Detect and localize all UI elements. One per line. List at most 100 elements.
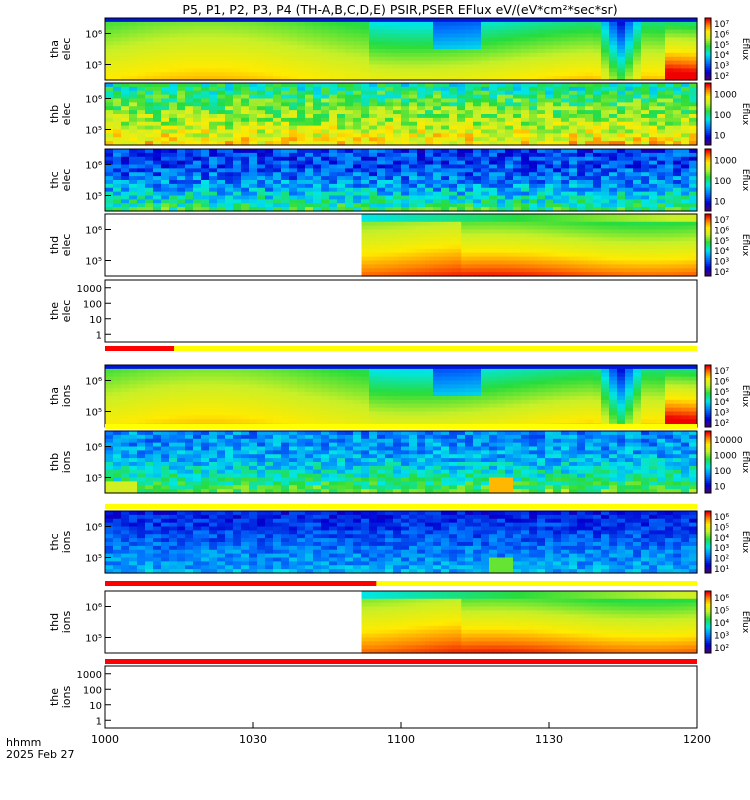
heatmap-cell	[681, 94, 690, 100]
heatmap-cell	[461, 217, 467, 223]
heatmap-cell	[449, 121, 458, 127]
heatmap-cell	[273, 64, 282, 69]
heatmap-cell	[161, 141, 170, 146]
heatmap-cell	[129, 121, 138, 127]
heatmap-cell	[105, 384, 114, 389]
heatmap-cell	[297, 37, 306, 42]
heatmap-cell	[129, 106, 138, 111]
heatmap-cell	[577, 129, 586, 134]
heatmap-cell	[553, 21, 562, 27]
heatmap-cell	[619, 214, 626, 219]
heatmap-cell	[113, 415, 122, 420]
heatmap-cell	[201, 180, 210, 185]
heatmap-cell	[461, 233, 467, 238]
heatmap-cell	[297, 168, 306, 173]
heatmap-cell	[113, 396, 122, 401]
heatmap-cell	[624, 248, 630, 254]
heatmap-cell	[537, 106, 546, 111]
heatmap-cell	[601, 168, 610, 173]
heatmap-cell	[470, 264, 476, 269]
heatmap-cell	[556, 268, 562, 273]
heatmap-cell	[289, 141, 298, 146]
heatmap-cell	[129, 380, 138, 385]
heatmap-cell	[545, 156, 554, 162]
heatmap-cell	[105, 76, 114, 81]
heatmap-cell	[483, 237, 490, 242]
heatmap-cell	[502, 264, 508, 269]
heatmap-cell	[425, 18, 434, 23]
heatmap-cell	[513, 64, 522, 69]
heatmap-cell	[401, 156, 410, 162]
heatmap-cell	[561, 225, 567, 231]
heatmap-cell	[647, 272, 653, 277]
heatmap-cell	[641, 199, 650, 204]
heatmap-cell	[233, 137, 242, 142]
heatmap-cell	[401, 110, 410, 115]
heatmap-cell	[513, 106, 522, 111]
heatmap-cell	[601, 129, 610, 134]
heatmap-cell	[588, 217, 594, 223]
heatmap-cell	[297, 25, 306, 31]
heatmap-cell	[505, 195, 514, 200]
heatmap-cell	[657, 60, 666, 66]
heatmap-cell	[497, 268, 503, 273]
heatmap-cell	[609, 183, 618, 189]
heatmap-cell	[592, 260, 598, 265]
heatmap-cell	[321, 164, 330, 169]
heatmap-cell	[553, 86, 562, 92]
heatmap-cell	[488, 272, 494, 277]
heatmap-cell	[692, 214, 698, 219]
heatmap-cell	[401, 83, 410, 88]
heatmap-cell	[129, 83, 138, 88]
heatmap-cell	[665, 217, 671, 223]
heatmap-cell	[345, 176, 354, 181]
heatmap-cell	[409, 25, 418, 31]
heatmap-cell	[633, 133, 642, 138]
heatmap-cell	[511, 268, 517, 273]
heatmap-cell	[113, 207, 122, 212]
heatmap-cell	[638, 233, 644, 238]
heatmap-cell	[345, 56, 354, 62]
y-tick-label: 10⁶	[85, 226, 102, 237]
heatmap-cell	[601, 37, 610, 42]
heatmap-cell	[137, 49, 146, 54]
heatmap-cell	[609, 41, 618, 46]
heatmap-cell	[481, 114, 490, 119]
heatmap-cell	[361, 117, 370, 123]
heatmap-cell	[225, 168, 234, 173]
heatmap-cell	[473, 106, 482, 111]
heatmap-cell	[233, 152, 242, 158]
heatmap-cell	[225, 18, 234, 23]
heatmap-cell	[225, 56, 234, 62]
heatmap-cell	[145, 183, 154, 189]
heatmap-cell	[113, 164, 122, 169]
heatmap-cell	[321, 203, 330, 208]
heatmap-cell	[625, 56, 634, 62]
heatmap-cell	[601, 225, 607, 231]
heatmap-cell	[217, 176, 226, 181]
heatmap-cell	[497, 102, 506, 107]
heatmap-cell	[681, 52, 690, 58]
heatmap-cell	[121, 384, 130, 389]
heatmap-cell	[692, 256, 698, 262]
heatmap-cell	[649, 33, 658, 38]
heatmap-cell	[121, 114, 130, 119]
heatmap-cell	[129, 114, 138, 119]
heatmap-cell	[681, 207, 690, 212]
heatmap-cell	[409, 18, 418, 23]
heatmap-cell	[473, 49, 482, 54]
heatmap-cell	[385, 125, 394, 131]
heatmap-cell	[225, 25, 234, 31]
heatmap-cell	[689, 110, 698, 115]
heatmap-cell	[305, 110, 314, 115]
heatmap-cell	[524, 221, 530, 227]
heatmap-cell	[225, 129, 234, 134]
heatmap-cell	[249, 41, 258, 46]
heatmap-cell	[402, 260, 408, 265]
heatmap-cell	[521, 106, 530, 111]
heatmap-cell	[393, 72, 402, 77]
heatmap-cell	[553, 207, 562, 212]
heatmap-cell	[513, 121, 522, 127]
heatmap-cell	[473, 90, 482, 96]
heatmap-cell	[361, 272, 367, 277]
